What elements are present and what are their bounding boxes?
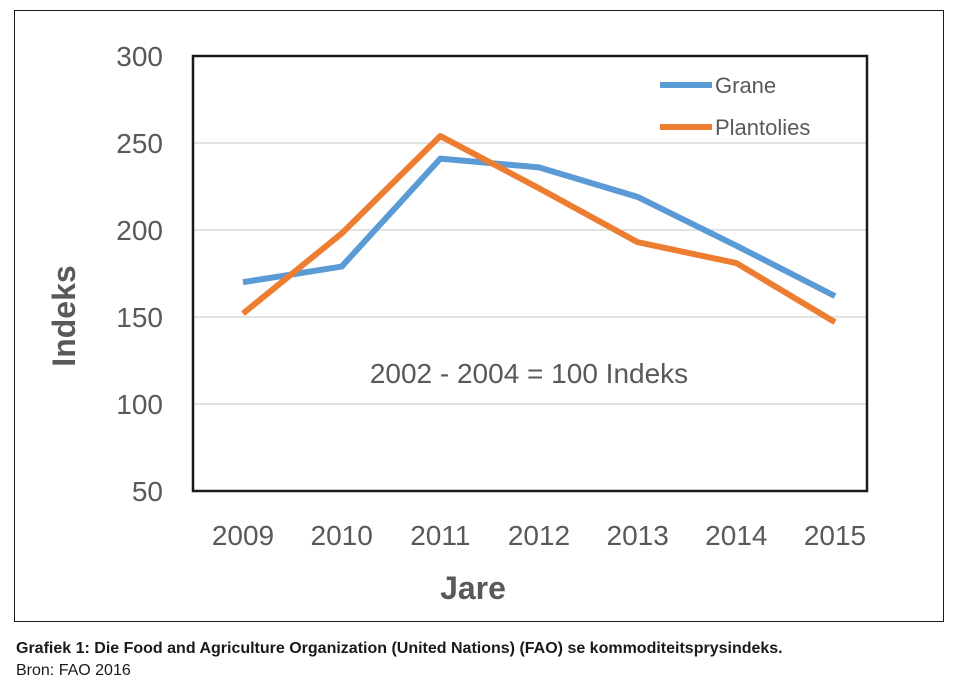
x-tick-label: 2015 (804, 520, 866, 551)
plot-area-border (191, 54, 869, 493)
y-axis-title: Indeks (46, 265, 82, 366)
legend: Grane Plantolies (660, 73, 810, 140)
y-tick-label: 150 (116, 302, 163, 333)
x-tick-label: 2010 (311, 520, 373, 551)
chart-frame: 300 250 200 150 100 50 2009 2010 2011 2012 2013 20… (14, 10, 944, 622)
legend-label: Plantolies (715, 115, 810, 140)
x-tick-label: 2011 (410, 520, 470, 551)
y-tick-label: 250 (116, 128, 163, 159)
series-line-plantolies (241, 133, 837, 325)
x-tick-labels: 2009 2010 2011 2012 2013 2014 2015 (212, 520, 866, 551)
x-tick-label: 2013 (607, 520, 669, 551)
legend-label: Grane (715, 73, 776, 98)
y-tick-label: 200 (116, 215, 163, 246)
caption-source: Bron: FAO 2016 (16, 662, 131, 679)
x-axis-title: Jare (440, 570, 506, 606)
index-annotation: 2002 - 2004 = 100 Indeks (370, 358, 688, 389)
y-tick-label: 100 (116, 389, 163, 420)
y-tick-label: 50 (132, 476, 163, 507)
gridlines (193, 142, 867, 405)
series-line-grane (242, 155, 837, 299)
y-tick-label: 300 (116, 41, 163, 72)
x-tick-label: 2014 (705, 520, 767, 551)
series-lines (241, 133, 837, 325)
y-tick-labels: 300 250 200 150 100 50 (116, 41, 163, 507)
figure-caption: Grafiek 1: Die Food and Agriculture Orga… (16, 638, 946, 682)
x-tick-label: 2009 (212, 520, 274, 551)
caption-title: Grafiek 1: Die Food and Agriculture Orga… (16, 640, 783, 657)
x-tick-label: 2012 (508, 520, 570, 551)
